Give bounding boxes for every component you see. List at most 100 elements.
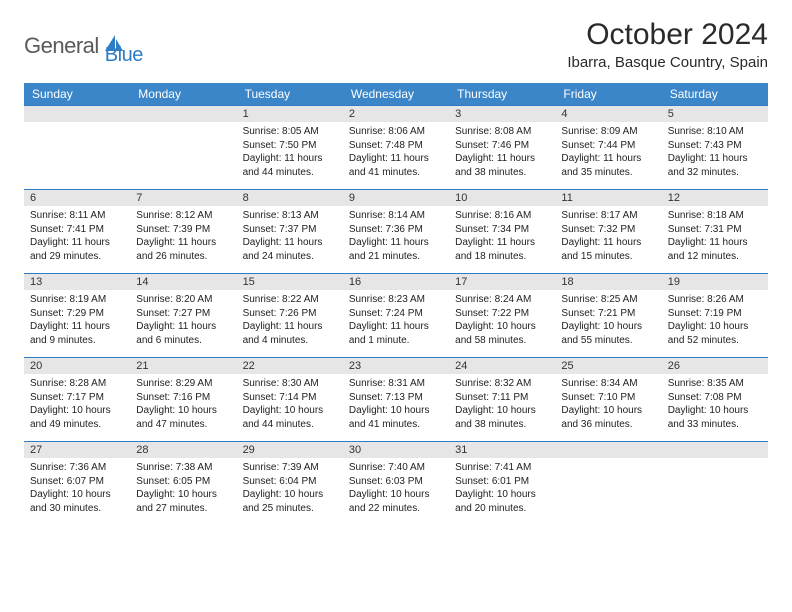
daylight-text: Daylight: 11 hours and 15 minutes. [561, 236, 655, 263]
daylight-text: Daylight: 10 hours and 22 minutes. [349, 488, 443, 515]
sunset-text: Sunset: 7:31 PM [668, 223, 762, 237]
day-details: Sunrise: 8:26 AMSunset: 7:19 PMDaylight:… [662, 290, 768, 353]
calendar-cell: 5Sunrise: 8:10 AMSunset: 7:43 PMDaylight… [662, 105, 768, 189]
calendar-cell: 25Sunrise: 8:34 AMSunset: 7:10 PMDayligh… [555, 357, 661, 441]
day-details: Sunrise: 8:28 AMSunset: 7:17 PMDaylight:… [24, 374, 130, 437]
logo-text-general: General [24, 33, 99, 59]
daylight-text: Daylight: 11 hours and 24 minutes. [243, 236, 337, 263]
day-number: 3 [449, 106, 555, 122]
calendar-cell: 11Sunrise: 8:17 AMSunset: 7:32 PMDayligh… [555, 189, 661, 273]
sunset-text: Sunset: 6:03 PM [349, 475, 443, 489]
daylight-text: Daylight: 11 hours and 6 minutes. [136, 320, 230, 347]
sunrise-text: Sunrise: 7:38 AM [136, 461, 230, 475]
sunrise-text: Sunrise: 8:24 AM [455, 293, 549, 307]
sunset-text: Sunset: 7:16 PM [136, 391, 230, 405]
calendar-cell: 9Sunrise: 8:14 AMSunset: 7:36 PMDaylight… [343, 189, 449, 273]
sunset-text: Sunset: 6:05 PM [136, 475, 230, 489]
day-number-empty [130, 106, 236, 122]
sunset-text: Sunset: 7:29 PM [30, 307, 124, 321]
sunset-text: Sunset: 7:26 PM [243, 307, 337, 321]
sunrise-text: Sunrise: 7:36 AM [30, 461, 124, 475]
day-details: Sunrise: 8:17 AMSunset: 7:32 PMDaylight:… [555, 206, 661, 269]
calendar-cell: 6Sunrise: 8:11 AMSunset: 7:41 PMDaylight… [24, 189, 130, 273]
daylight-text: Daylight: 10 hours and 27 minutes. [136, 488, 230, 515]
weekday-fri: Friday [555, 83, 661, 105]
sunset-text: Sunset: 6:07 PM [30, 475, 124, 489]
day-details: Sunrise: 8:30 AMSunset: 7:14 PMDaylight:… [237, 374, 343, 437]
daylight-text: Daylight: 10 hours and 20 minutes. [455, 488, 549, 515]
calendar-cell [555, 441, 661, 525]
calendar-cell: 4Sunrise: 8:09 AMSunset: 7:44 PMDaylight… [555, 105, 661, 189]
header: General Blue October 2024 Ibarra, Basque… [24, 18, 768, 71]
day-number: 18 [555, 274, 661, 290]
sunset-text: Sunset: 7:14 PM [243, 391, 337, 405]
day-details: Sunrise: 7:39 AMSunset: 6:04 PMDaylight:… [237, 458, 343, 521]
daylight-text: Daylight: 10 hours and 30 minutes. [30, 488, 124, 515]
sunset-text: Sunset: 7:22 PM [455, 307, 549, 321]
day-details: Sunrise: 8:14 AMSunset: 7:36 PMDaylight:… [343, 206, 449, 269]
day-number: 11 [555, 190, 661, 206]
day-number: 15 [237, 274, 343, 290]
day-details: Sunrise: 8:34 AMSunset: 7:10 PMDaylight:… [555, 374, 661, 437]
calendar-cell: 8Sunrise: 8:13 AMSunset: 7:37 PMDaylight… [237, 189, 343, 273]
sunset-text: Sunset: 7:32 PM [561, 223, 655, 237]
daylight-text: Daylight: 11 hours and 12 minutes. [668, 236, 762, 263]
calendar-cell: 17Sunrise: 8:24 AMSunset: 7:22 PMDayligh… [449, 273, 555, 357]
daylight-text: Daylight: 11 hours and 18 minutes. [455, 236, 549, 263]
calendar-cell: 29Sunrise: 7:39 AMSunset: 6:04 PMDayligh… [237, 441, 343, 525]
weekday-mon: Monday [130, 83, 236, 105]
daylight-text: Daylight: 10 hours and 58 minutes. [455, 320, 549, 347]
daylight-text: Daylight: 10 hours and 49 minutes. [30, 404, 124, 431]
sunrise-text: Sunrise: 8:23 AM [349, 293, 443, 307]
day-details: Sunrise: 8:05 AMSunset: 7:50 PMDaylight:… [237, 122, 343, 185]
sunset-text: Sunset: 6:04 PM [243, 475, 337, 489]
sunset-text: Sunset: 7:27 PM [136, 307, 230, 321]
day-number: 30 [343, 442, 449, 458]
day-details: Sunrise: 8:20 AMSunset: 7:27 PMDaylight:… [130, 290, 236, 353]
weekday-sat: Saturday [662, 83, 768, 105]
sunset-text: Sunset: 7:34 PM [455, 223, 549, 237]
sunset-text: Sunset: 7:19 PM [668, 307, 762, 321]
calendar-cell: 1Sunrise: 8:05 AMSunset: 7:50 PMDaylight… [237, 105, 343, 189]
calendar-body: 1Sunrise: 8:05 AMSunset: 7:50 PMDaylight… [24, 105, 768, 525]
day-number: 24 [449, 358, 555, 374]
calendar-cell: 23Sunrise: 8:31 AMSunset: 7:13 PMDayligh… [343, 357, 449, 441]
daylight-text: Daylight: 10 hours and 33 minutes. [668, 404, 762, 431]
day-number: 25 [555, 358, 661, 374]
sunset-text: Sunset: 7:17 PM [30, 391, 124, 405]
calendar-cell: 27Sunrise: 7:36 AMSunset: 6:07 PMDayligh… [24, 441, 130, 525]
day-details: Sunrise: 7:41 AMSunset: 6:01 PMDaylight:… [449, 458, 555, 521]
calendar-cell [130, 105, 236, 189]
sunrise-text: Sunrise: 8:20 AM [136, 293, 230, 307]
daylight-text: Daylight: 10 hours and 38 minutes. [455, 404, 549, 431]
sunset-text: Sunset: 7:24 PM [349, 307, 443, 321]
location-text: Ibarra, Basque Country, Spain [567, 54, 768, 71]
day-details: Sunrise: 8:18 AMSunset: 7:31 PMDaylight:… [662, 206, 768, 269]
calendar-cell: 26Sunrise: 8:35 AMSunset: 7:08 PMDayligh… [662, 357, 768, 441]
sunrise-text: Sunrise: 8:19 AM [30, 293, 124, 307]
calendar-cell: 15Sunrise: 8:22 AMSunset: 7:26 PMDayligh… [237, 273, 343, 357]
sunset-text: Sunset: 7:48 PM [349, 139, 443, 153]
daylight-text: Daylight: 11 hours and 26 minutes. [136, 236, 230, 263]
calendar-cell: 31Sunrise: 7:41 AMSunset: 6:01 PMDayligh… [449, 441, 555, 525]
daylight-text: Daylight: 11 hours and 21 minutes. [349, 236, 443, 263]
sunset-text: Sunset: 7:36 PM [349, 223, 443, 237]
day-details: Sunrise: 8:12 AMSunset: 7:39 PMDaylight:… [130, 206, 236, 269]
calendar-cell: 3Sunrise: 8:08 AMSunset: 7:46 PMDaylight… [449, 105, 555, 189]
day-number: 8 [237, 190, 343, 206]
daylight-text: Daylight: 10 hours and 41 minutes. [349, 404, 443, 431]
day-details: Sunrise: 8:09 AMSunset: 7:44 PMDaylight:… [555, 122, 661, 185]
daylight-text: Daylight: 11 hours and 41 minutes. [349, 152, 443, 179]
day-number-empty [662, 442, 768, 458]
calendar-cell: 30Sunrise: 7:40 AMSunset: 6:03 PMDayligh… [343, 441, 449, 525]
sunrise-text: Sunrise: 8:28 AM [30, 377, 124, 391]
calendar-cell: 28Sunrise: 7:38 AMSunset: 6:05 PMDayligh… [130, 441, 236, 525]
day-number: 2 [343, 106, 449, 122]
sunrise-text: Sunrise: 7:39 AM [243, 461, 337, 475]
daylight-text: Daylight: 11 hours and 44 minutes. [243, 152, 337, 179]
daylight-text: Daylight: 10 hours and 44 minutes. [243, 404, 337, 431]
daylight-text: Daylight: 11 hours and 1 minute. [349, 320, 443, 347]
day-details: Sunrise: 8:19 AMSunset: 7:29 PMDaylight:… [24, 290, 130, 353]
daylight-text: Daylight: 11 hours and 38 minutes. [455, 152, 549, 179]
daylight-text: Daylight: 11 hours and 9 minutes. [30, 320, 124, 347]
